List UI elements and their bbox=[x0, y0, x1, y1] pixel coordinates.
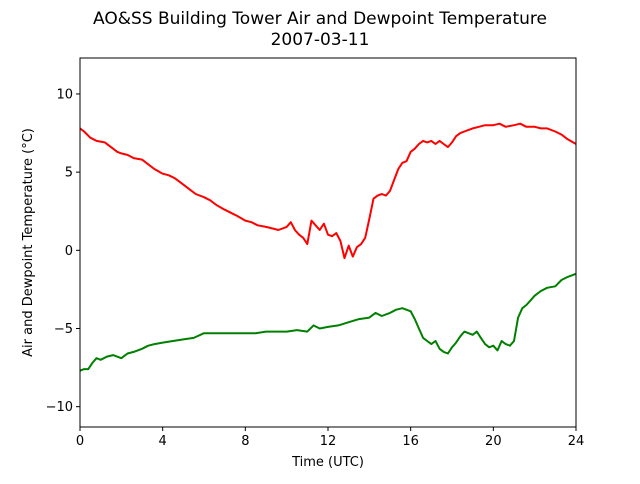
x-tick-label: 4 bbox=[159, 434, 167, 449]
x-tick-label: 0 bbox=[76, 434, 84, 449]
y-tick-label: 10 bbox=[56, 87, 73, 102]
y-tick-label: 5 bbox=[65, 166, 73, 181]
x-tick-label: 12 bbox=[320, 434, 337, 449]
series-1-line bbox=[79, 272, 577, 372]
x-axis-label: Time (UTC) bbox=[291, 455, 364, 470]
chart-title: AO&SS Building Tower Air and Dewpoint Te… bbox=[93, 9, 547, 29]
y-tick-label: −10 bbox=[46, 400, 73, 415]
plot-frame bbox=[79, 57, 577, 428]
x-tick-label: 8 bbox=[241, 434, 249, 449]
series-layer bbox=[79, 122, 577, 372]
series-0-line bbox=[79, 122, 577, 260]
x-tick-label: 20 bbox=[485, 434, 502, 449]
chart-subtitle: 2007-03-11 bbox=[271, 30, 370, 50]
y-tick-label: 0 bbox=[65, 244, 73, 259]
x-tick-label: 16 bbox=[402, 434, 419, 449]
x-tick-label: 24 bbox=[568, 434, 585, 449]
y-tick-label: −5 bbox=[54, 322, 73, 337]
y-axis-label: Air and Dewpoint Temperature (°C) bbox=[21, 128, 36, 357]
tick-layer: 0 4 8 12 16 20 24 −10 −5 0 5 10 bbox=[46, 87, 585, 449]
